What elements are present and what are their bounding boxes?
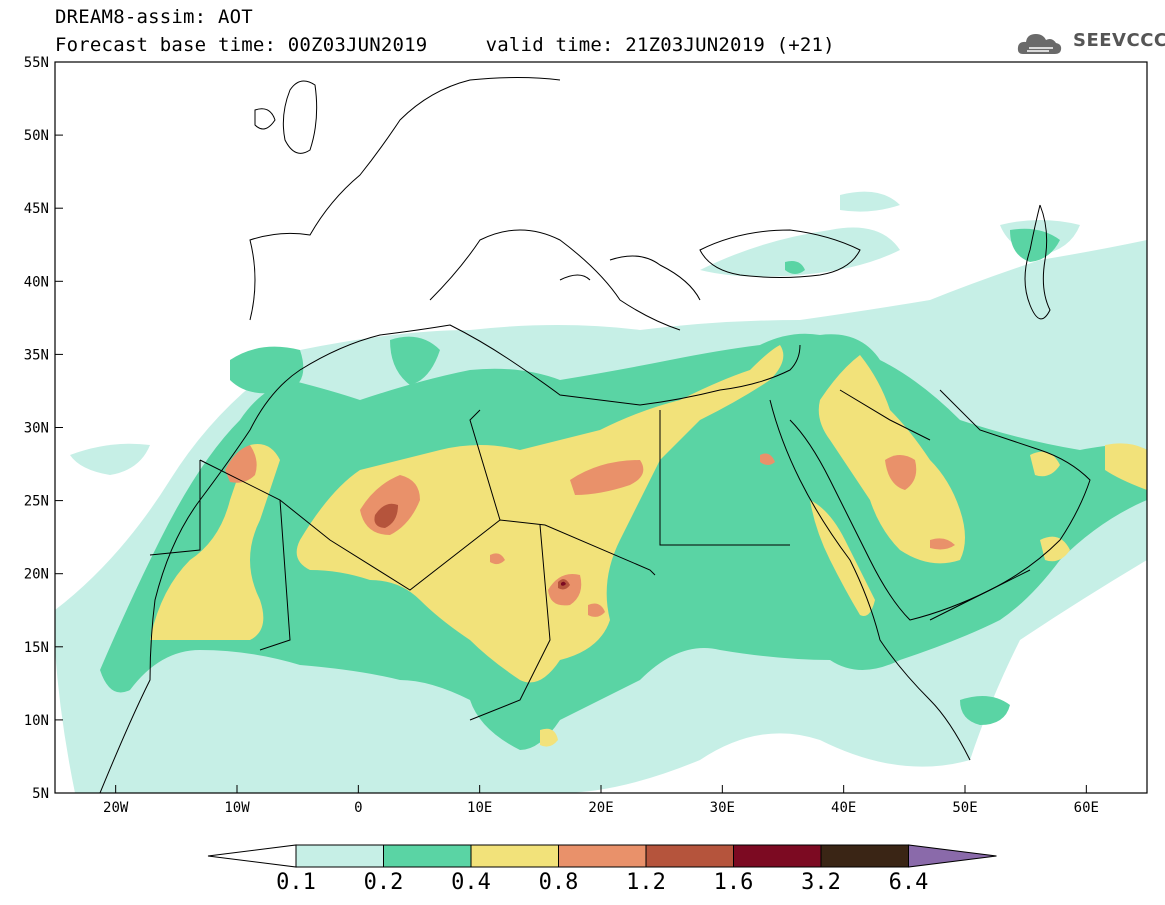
lat-tick-label: 25N bbox=[24, 494, 49, 510]
lat-tick-label: 20N bbox=[24, 567, 49, 583]
map-subtitle: Forecast base time: 00Z03JUN2019 valid t… bbox=[55, 34, 835, 56]
colorbar-swatch bbox=[558, 844, 647, 868]
colorbar-swatch bbox=[820, 844, 909, 868]
aot-fields bbox=[55, 191, 1147, 793]
lat-tick-label: 10N bbox=[24, 713, 49, 729]
lon-tick-label: 0 bbox=[354, 800, 362, 816]
colorbar-level-label: 1.6 bbox=[713, 870, 754, 895]
lat-tick-label: 55N bbox=[24, 55, 49, 71]
lat-tick-label: 5N bbox=[32, 786, 49, 802]
lon-tick-label: 20W bbox=[103, 800, 129, 816]
colorbar-level-label: 0.8 bbox=[538, 870, 579, 895]
colorbar-level-label: 0.4 bbox=[451, 870, 491, 895]
colorbar-level-label: 0.1 bbox=[276, 870, 316, 895]
lon-tick-label: 60E bbox=[1074, 800, 1099, 816]
lat-tick-label: 30N bbox=[24, 421, 49, 437]
lon-tick-label: 30E bbox=[710, 800, 735, 816]
lat-tick-label: 50N bbox=[24, 128, 49, 144]
colorbar-swatch bbox=[470, 844, 559, 868]
colorbar-swatch bbox=[645, 844, 734, 868]
lon-tick-label: 10E bbox=[467, 800, 492, 816]
lat-tick-label: 35N bbox=[24, 347, 49, 363]
coastlines bbox=[99, 77, 1091, 793]
lon-tick-label: 10W bbox=[224, 800, 250, 816]
colorbar-swatch bbox=[733, 844, 822, 868]
aot-level-1.6 bbox=[561, 581, 566, 586]
lon-tick-label: 20E bbox=[588, 800, 613, 816]
colorbar bbox=[207, 844, 997, 868]
seevccc-logo-text: SEEVCCC bbox=[1073, 30, 1165, 51]
lat-tick-label: 45N bbox=[24, 201, 49, 217]
lat-tick-label: 40N bbox=[24, 274, 49, 290]
lat-tick-label: 15N bbox=[24, 640, 49, 656]
colorbar-under-arrow bbox=[207, 844, 297, 868]
lon-tick-label: 40E bbox=[831, 800, 856, 816]
colorbar-level-label: 3.2 bbox=[801, 870, 841, 895]
longitude-axis: 20W 10W 0 10E 20E 30E 40E 50E 60E bbox=[103, 785, 1099, 816]
colorbar-swatch bbox=[383, 844, 472, 868]
map-title: DREAM8-assim: AOT bbox=[55, 6, 253, 28]
colorbar-swatch bbox=[295, 844, 384, 868]
cloud-icon bbox=[1017, 34, 1062, 54]
colorbar-level-label: 6.4 bbox=[888, 870, 929, 895]
colorbar-over-arrow bbox=[908, 844, 997, 868]
colorbar-level-label: 1.2 bbox=[626, 870, 666, 895]
colorbar-level-label: 0.2 bbox=[363, 870, 404, 895]
latitude-axis: 55N 50N 45N 40N 35N 30N 25N 20N 15N 10N 5N bbox=[24, 55, 63, 802]
lon-tick-label: 50E bbox=[952, 800, 977, 816]
